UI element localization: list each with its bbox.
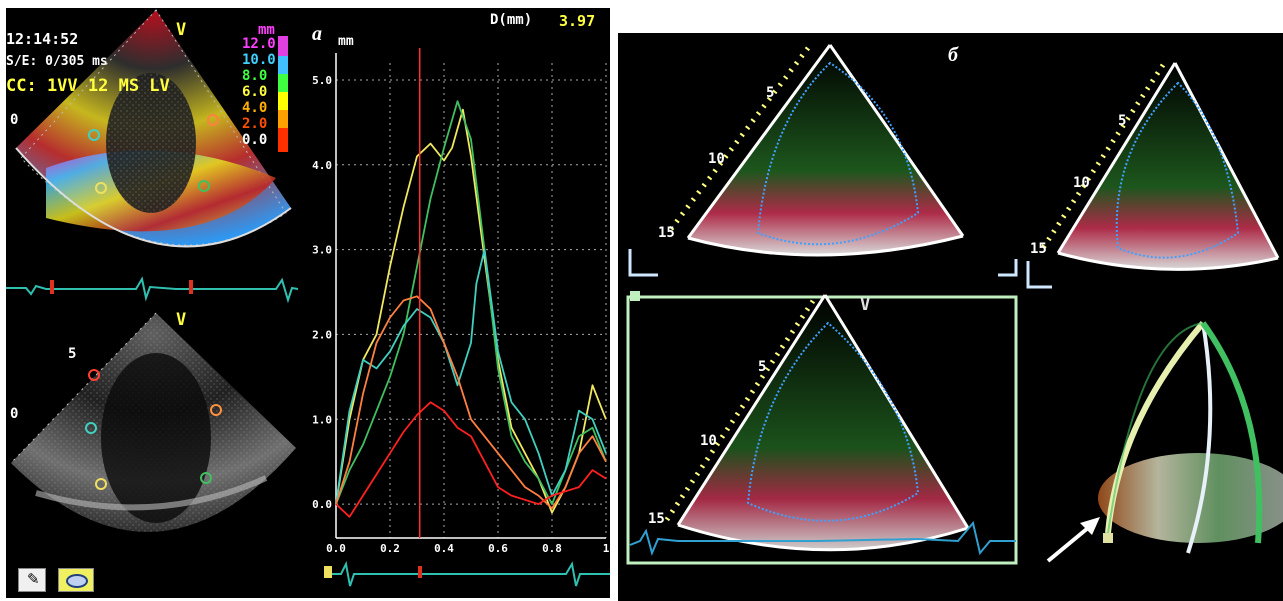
ecg-strip-top <box>6 276 299 304</box>
sector-top-right <box>1040 62 1280 271</box>
scale-label: 0.0 <box>242 132 268 148</box>
v-marker-top: V <box>176 20 187 40</box>
clock-text: 12:14:52 <box>6 30 79 48</box>
depth-b3-10: 10 <box>700 433 717 449</box>
sweep-text: S/E: 0/305 ms <box>6 54 108 69</box>
depth-b1-5: 5 <box>766 85 775 101</box>
series-line-5 <box>335 401 607 518</box>
y-tick-label: 3.0 <box>312 244 332 257</box>
x-tick-label: 0.0 <box>326 542 346 555</box>
y-tick-label: 0.0 <box>312 498 332 511</box>
x-tick-label: 0.6 <box>488 542 508 555</box>
depth-b3-15: 15 <box>648 511 665 527</box>
depth-b3-5: 5 <box>758 359 767 375</box>
scale-label: 2.0 <box>242 116 268 132</box>
panel-b-graphics: б <box>626 44 1283 565</box>
scale-unit: mm <box>258 22 275 38</box>
top-doppler-sector <box>15 9 292 248</box>
scale-label: 6.0 <box>242 84 268 100</box>
depth-b2-15: 15 <box>1030 241 1047 257</box>
y-tick-label: 5.0 <box>312 74 332 87</box>
panel-b: б 5 10 15 5 10 15 5 10 15 V <box>618 33 1283 601</box>
panel-a: 0.0 1.0 2.0 3.0 4.0 5.0 0.0 0.2 0.4 0.6 0.8 1 а 12:… <box>6 8 610 598</box>
mode-text: CC: 1VV 12 MS LV <box>6 76 170 96</box>
color-scale-bar <box>278 36 288 152</box>
y-tick-label: 2.0 <box>312 328 332 341</box>
x-tick-label: 0.2 <box>380 542 400 555</box>
series-line-4 <box>335 295 607 510</box>
y-axis-label: mm <box>338 34 354 49</box>
x-tick-label: 1 <box>603 542 610 555</box>
v-marker-b: V <box>860 295 871 315</box>
corner-marks <box>628 249 1052 289</box>
scale-label: 4.0 <box>242 100 268 116</box>
depth-top-zero: 0 <box>10 112 19 128</box>
bottom-bmode-sector <box>10 312 296 532</box>
depth-bottom-0: 0 <box>10 406 19 422</box>
y-tick-label: 1.0 <box>312 413 332 426</box>
sector-bottom-left <box>626 291 1018 565</box>
y-tick-label: 4.0 <box>312 159 332 172</box>
ellipse-tool-button[interactable] <box>58 568 94 592</box>
panel-label-b: б <box>948 44 959 66</box>
depth-bottom-5: 5 <box>68 346 77 362</box>
depth-b1-15: 15 <box>658 225 675 241</box>
pen-icon: ✎ <box>27 571 40 588</box>
pen-tool-button[interactable]: ✎ <box>18 568 46 592</box>
ecg-strip-graph <box>324 560 610 587</box>
readout-value: 3.97 <box>559 12 596 30</box>
apex-marker <box>1103 533 1113 543</box>
scale-label: 12.0 <box>242 36 276 52</box>
ellipse-icon <box>66 574 88 588</box>
lv-3d-model <box>1046 321 1283 563</box>
readout-label: D(mm) <box>490 12 533 28</box>
x-tick-label: 0.4 <box>434 542 454 555</box>
series-line-1 <box>335 108 607 514</box>
panel-a-graphics: 0.0 1.0 2.0 3.0 4.0 5.0 0.0 0.2 0.4 0.6 0.8 1 а <box>6 9 610 587</box>
depth-b2-10: 10 <box>1073 175 1090 191</box>
depth-b1-10: 10 <box>708 151 725 167</box>
series-line-2 <box>335 100 607 506</box>
series-line-3 <box>335 248 607 505</box>
scale-label: 10.0 <box>242 52 276 68</box>
displacement-graph: 0.0 1.0 2.0 3.0 4.0 5.0 0.0 0.2 0.4 0.6 0.8 1 <box>312 48 610 555</box>
depth-b2-5: 5 <box>1118 113 1127 129</box>
scale-label: 8.0 <box>242 68 268 84</box>
sector-top-left <box>666 44 965 257</box>
panel-label-a: а <box>312 23 322 45</box>
v-marker-bottom: V <box>176 310 187 330</box>
x-tick-label: 0.8 <box>542 542 562 555</box>
